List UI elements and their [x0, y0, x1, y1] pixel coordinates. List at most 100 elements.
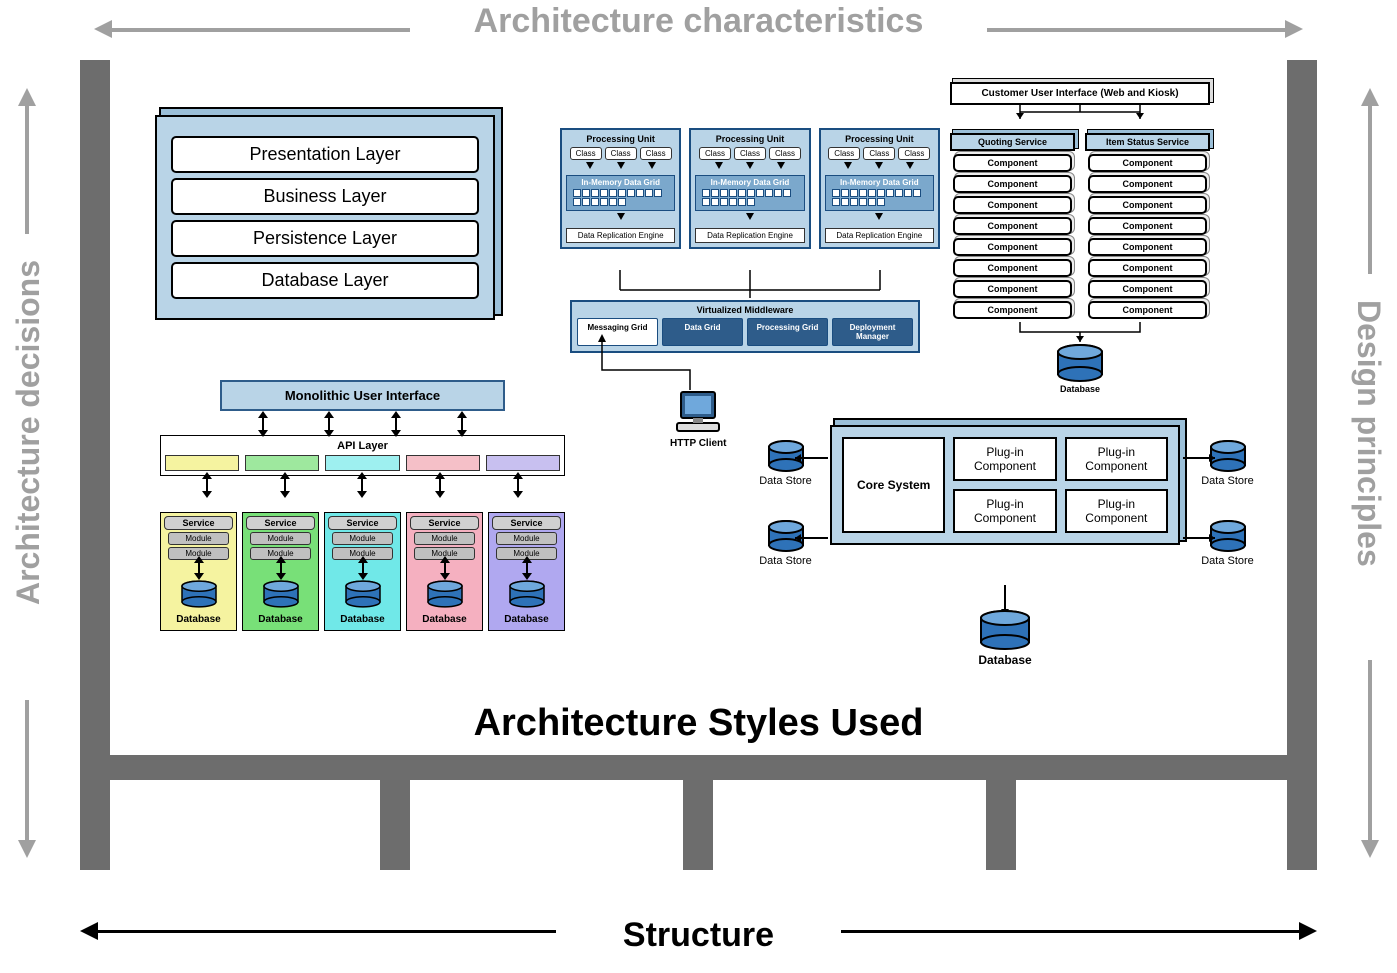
module: Module [250, 532, 311, 545]
arrowhead-icon [94, 20, 112, 38]
bottom-arrow-line [841, 930, 1301, 933]
microkernel-architecture: Plug-in Component Core System Plug-in Co… [830, 425, 1180, 545]
left-arrow-line [25, 104, 29, 234]
arrow-down-icon [777, 162, 785, 169]
double-arrow-icon [284, 478, 286, 492]
datastore-label: Data Store [748, 475, 823, 487]
service-column: ServiceModuleModuleDatabase [406, 512, 483, 631]
plugin-component: Plug-in Component [953, 437, 1056, 481]
middleware-item: Deployment Manager [832, 318, 913, 346]
computer-icon [673, 390, 723, 435]
class-box: Class [828, 147, 860, 160]
component-box: Component [1088, 280, 1207, 298]
class-box: Class [898, 147, 930, 160]
service-column: ServiceModuleModuleDatabase [160, 512, 237, 631]
database-icon [410, 580, 479, 610]
data-store: Data Store [748, 440, 823, 487]
space-based-architecture: Processing UnitClassClassClassIn-Memory … [560, 128, 940, 249]
memory-grid: In-Memory Data Grid [566, 175, 675, 211]
service-stack: Item Status Service Component Component Com… [1085, 133, 1210, 322]
database-icon [164, 580, 233, 610]
database-label: Database [978, 653, 1032, 667]
component-box: Component [953, 217, 1072, 235]
double-arrow-icon [361, 478, 363, 492]
plugin-component: Plug-in Component [1065, 437, 1168, 481]
frame-leg [986, 780, 1016, 870]
layered-architecture: Presentation Layer Business Layer Persis… [155, 115, 495, 320]
label-right: Design principles [1350, 300, 1387, 567]
api-segment [486, 455, 560, 471]
processing-unit: Processing UnitClassClassClassIn-Memory … [689, 128, 810, 249]
database-icon [766, 520, 806, 552]
processing-unit: Processing UnitClassClassClassIn-Memory … [819, 128, 940, 249]
microservices-architecture: Monolithic User Interface API Layer Serv… [160, 380, 565, 631]
module: Module [332, 532, 393, 545]
database-label: Database [246, 612, 315, 627]
database-label: Database [410, 612, 479, 627]
virtualized-middleware: Virtualized Middleware Messaging GridDat… [570, 300, 920, 353]
double-arrow-icon [444, 562, 446, 574]
class-box: Class [640, 147, 672, 160]
database-icon [1055, 344, 1105, 382]
arrow-down-icon [746, 162, 754, 169]
datastore-label: Data Store [1190, 555, 1265, 567]
core-system: Core System [842, 437, 945, 533]
component-box: Component [953, 301, 1072, 319]
component-box: Component [1088, 154, 1207, 172]
arrowhead-icon [1361, 840, 1379, 858]
center-title: Architecture Styles Used [0, 702, 1397, 745]
database-icon [328, 580, 397, 610]
double-arrow-icon [262, 417, 264, 431]
service-column: ServiceModuleModuleDatabase [324, 512, 401, 631]
database-icon [246, 580, 315, 610]
monolithic-ui: Monolithic User Interface [220, 380, 505, 411]
cache-cells [573, 189, 668, 206]
memory-grid: In-Memory Data Grid [695, 175, 804, 211]
arrow-down-icon [875, 162, 883, 169]
arrow-down-icon [648, 162, 656, 169]
arrow-down-icon [586, 162, 594, 169]
database-icon [1208, 520, 1248, 552]
arrowhead-icon [1285, 20, 1303, 38]
customer-ui-label: Customer User Interface (Web and Kiosk) [950, 82, 1210, 105]
double-arrow-icon [328, 417, 330, 431]
double-arrow-icon [517, 478, 519, 492]
component-box: Component [1088, 301, 1207, 319]
component-box: Component [1088, 259, 1207, 277]
double-arrow-icon [362, 562, 364, 574]
service-column: ServiceModuleModuleDatabase [242, 512, 319, 631]
label-top: Architecture characteristics [0, 2, 1397, 41]
component-box: Component [953, 196, 1072, 214]
api-segment [325, 455, 399, 471]
middleware-item: Data Grid [662, 318, 743, 346]
arrow-down-icon [906, 162, 914, 169]
class-box: Class [570, 147, 602, 160]
service-stack-header: Item Status Service [1085, 133, 1210, 151]
connector-lines [950, 105, 1210, 119]
processing-unit: Processing UnitClassClassClassIn-Memory … [560, 128, 681, 249]
double-arrow-icon [395, 417, 397, 431]
component-box: Component [1088, 175, 1207, 193]
pu-title: Processing Unit [695, 134, 804, 144]
frame-leg [380, 780, 410, 870]
arrow-down-icon [617, 162, 625, 169]
api-segment [165, 455, 239, 471]
class-box: Class [863, 147, 895, 160]
service-header: Service [328, 516, 397, 530]
module: Module [414, 532, 475, 545]
database-label: Database [328, 612, 397, 627]
module: Module [496, 532, 557, 545]
service-column: ServiceModuleModuleDatabase [488, 512, 565, 631]
data-store: Data Store [748, 520, 823, 567]
double-arrow-icon [198, 562, 200, 574]
layer-row: Persistence Layer [171, 220, 479, 257]
class-box: Class [699, 147, 731, 160]
layer-row: Presentation Layer [171, 136, 479, 173]
class-box: Class [769, 147, 801, 160]
database-icon [492, 580, 561, 610]
arrow-down-icon [746, 213, 754, 220]
class-box: Class [605, 147, 637, 160]
service-header: Service [164, 516, 233, 530]
arrow-down-icon [715, 162, 723, 169]
top-arrow-left [110, 28, 410, 32]
